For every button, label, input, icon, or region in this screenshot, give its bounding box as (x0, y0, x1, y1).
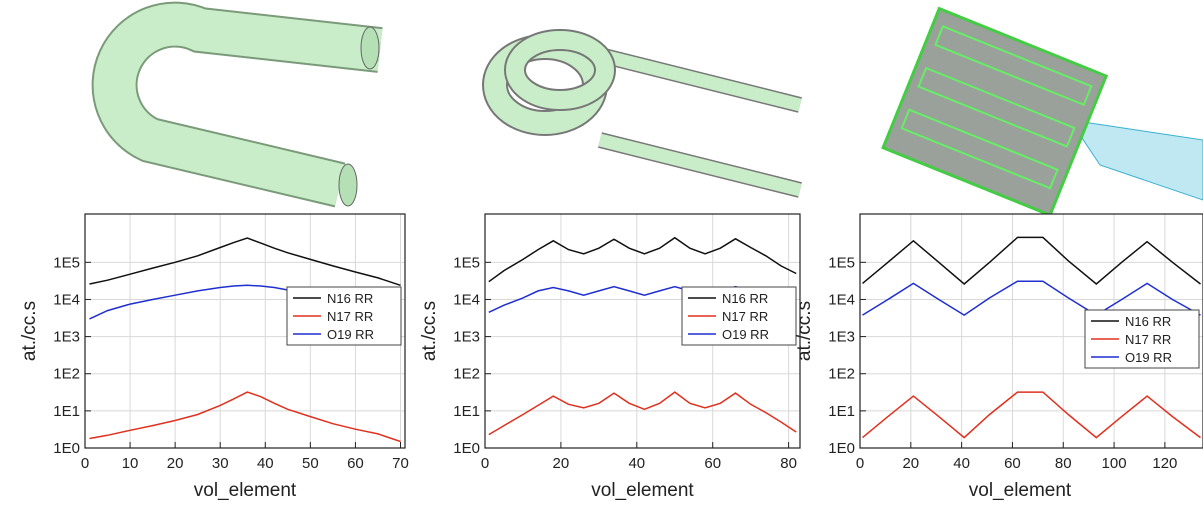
y-tick-label: 1E2 (453, 366, 480, 383)
y-tick-label: 1E5 (453, 254, 480, 271)
x-tick-label: 40 (257, 455, 274, 472)
x-tick-label: 60 (1004, 455, 1021, 472)
x-tick-label: 30 (212, 455, 229, 472)
coil-tube-illustration (495, 40, 800, 190)
y-tick-label: 1E2 (53, 366, 80, 383)
x-tick-label: 100 (1102, 455, 1127, 472)
y-tick-label: 1E4 (828, 291, 855, 308)
figure: 1E0 1E1 1E2 1E3 1E4 1E5 0 10 20 30 40 50 60 70 vol_ele… (0, 0, 1203, 508)
y-tick-label: 1E1 (53, 403, 80, 420)
y-tick-label: 1E4 (53, 291, 80, 308)
x-tick-label: 50 (302, 455, 319, 472)
x-tick-label: 20 (167, 455, 184, 472)
x-axis-label: vol_element (194, 480, 297, 501)
y-tick-label: 1E1 (828, 403, 855, 420)
y-tick-label: 1E2 (828, 366, 855, 383)
x-axis-label: vol_element (969, 480, 1072, 501)
x-tick-label: 0 (481, 455, 489, 472)
x-tick-label: 80 (780, 455, 797, 472)
y-tick-label: 1E3 (453, 329, 480, 346)
legend-label: N17 RR (722, 309, 768, 324)
x-tick-label: 20 (902, 455, 919, 472)
legend-label: N17 RR (327, 309, 373, 324)
x-tick-label: 40 (628, 455, 645, 472)
y-axis-label: at./cc.s (419, 301, 440, 361)
y-axis-label: at./cc.s (19, 301, 40, 361)
y-tick-label: 1E4 (453, 291, 480, 308)
legend-label: N16 RR (327, 291, 373, 306)
legend-label: O19 RR (722, 327, 769, 342)
y-tick-label: 1E0 (53, 440, 80, 457)
legend-label: N17 RR (1125, 332, 1171, 347)
plate-illustration (883, 9, 1203, 216)
x-tick-label: 20 (553, 455, 570, 472)
y-tick-label: 1E5 (828, 254, 855, 271)
legend-label: O19 RR (1125, 350, 1172, 365)
y-tick-label: 1E3 (53, 329, 80, 346)
y-tick-label: 1E0 (453, 440, 480, 457)
x-tick-label: 10 (122, 455, 139, 472)
legend-label: O19 RR (327, 327, 374, 342)
x-tick-label: 60 (347, 455, 364, 472)
legend-label: N16 RR (722, 291, 768, 306)
y-tick-label: 1E5 (53, 254, 80, 271)
y-axis-label: at./cc.s (794, 301, 815, 361)
y-tick-label: 1E1 (453, 403, 480, 420)
x-tick-label: 0 (856, 455, 864, 472)
page: {"chart_data": [ {"type": "line", "xlabe… (0, 0, 1203, 508)
x-tick-label: 0 (81, 455, 89, 472)
u-tube-illustration (115, 25, 380, 206)
x-tick-label: 60 (704, 455, 721, 472)
x-tick-label: 40 (953, 455, 970, 472)
y-tick-label: 1E3 (828, 329, 855, 346)
legend-label: N16 RR (1125, 314, 1171, 329)
x-axis-label: vol_element (591, 480, 694, 501)
x-tick-label: 120 (1152, 455, 1177, 472)
x-tick-label: 80 (1055, 455, 1072, 472)
y-tick-label: 1E0 (828, 440, 855, 457)
x-tick-label: 70 (392, 455, 409, 472)
